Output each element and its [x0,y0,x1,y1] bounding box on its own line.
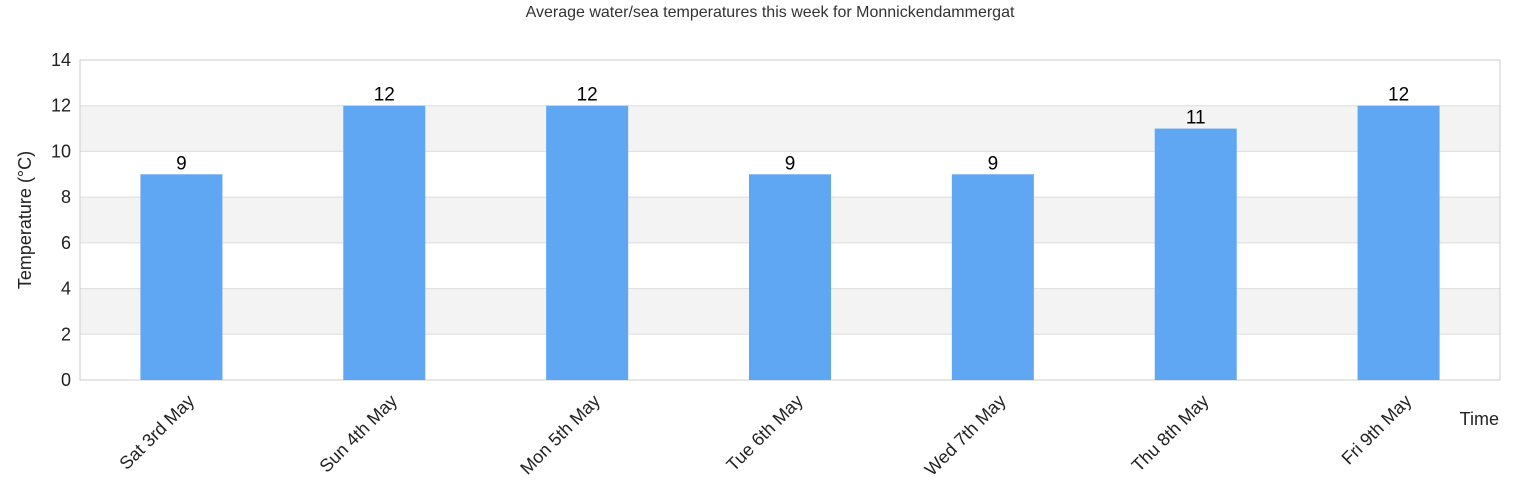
data-label: 12 [577,85,598,106]
data-label: 12 [1388,85,1409,106]
y-tick-label: 6 [61,233,71,253]
bar [1154,128,1237,380]
y-axis-ticks: 0 2 4 6 8 10 12 14 [51,50,71,390]
bar [951,174,1034,380]
y-axis-label: Temperature (°C) [15,151,35,289]
x-tick-label: Fri 9th May [1338,391,1416,469]
bar [749,174,831,380]
chart-title: Average water/sea temperatures this week… [526,4,1015,21]
x-tick-label: Thu 8th May [1128,391,1213,476]
bar [1357,105,1440,380]
data-labels: 9 12 12 9 9 11 12 [176,85,1409,175]
data-label: 9 [988,153,999,174]
bars [140,105,1440,380]
x-tick-label: Sat 3rd May [115,391,198,474]
y-tick-label: 8 [61,187,71,207]
data-label: 12 [374,85,395,106]
y-tick-label: 14 [51,50,71,70]
x-tick-label: Tue 6th May [722,391,806,475]
x-tick-label: Wed 7th May [921,391,1010,480]
data-label: 9 [785,153,796,174]
y-tick-label: 2 [61,324,71,344]
y-tick-label: 4 [61,279,71,299]
bar [140,174,223,380]
bar [343,105,426,380]
grid-band [80,105,1500,152]
data-label: 9 [176,153,187,174]
bar [546,105,629,380]
y-tick-label: 12 [51,96,71,116]
x-axis-label: Time [1460,409,1499,429]
y-tick-label: 0 [61,370,71,390]
x-axis-ticks: Sat 3rd May Sun 4th May Mon 5th May Tue 6th… [115,391,1415,480]
x-tick-label: Mon 5th May [516,391,604,479]
y-tick-label: 10 [51,141,71,161]
x-tick-label: Sun 4th May [316,391,402,477]
data-label: 11 [1186,108,1206,129]
